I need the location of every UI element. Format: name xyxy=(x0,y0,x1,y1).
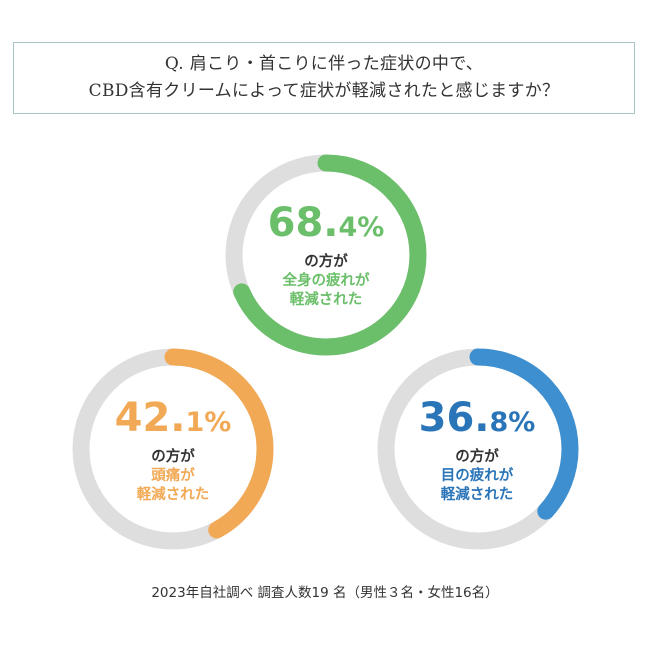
donut-2-text-line-2: 頭痛が xyxy=(151,468,195,484)
question-box: Q. 肩こり・首こりに伴った症状の中で、 CBD含有クリームによって症状が軽減さ… xyxy=(13,42,635,114)
donut-label-1: 68.4% の方が 全身の疲れが 軽減された xyxy=(241,201,411,310)
donut-label-3: 36.8% の方が 目の疲れが 軽減された xyxy=(392,396,562,505)
donut-arc-1 xyxy=(225,154,427,356)
donut-arc-2 xyxy=(72,348,274,550)
donut-label-2: 42.1% の方が 頭痛が 軽減された xyxy=(88,396,258,505)
percent-value-3: 36.8% xyxy=(418,395,536,441)
donut-arc-3 xyxy=(377,348,579,550)
question-line-2: CBD含有クリームによって症状が軽減されたと感じますか？ xyxy=(88,81,560,101)
survey-footnote: 2023年自社調べ 調査人数19 名（男性３名・女性16名） xyxy=(151,585,499,601)
donut-2-text-line-1: の方が xyxy=(151,449,195,465)
donut-1-text-line-1: の方が xyxy=(304,254,348,270)
donut-2-text-line-3: 軽減された xyxy=(136,487,210,503)
percent-value-2: 42.1% xyxy=(114,395,232,441)
donut-3-text-line-3: 軽減された xyxy=(440,487,514,503)
donut-3-text-line-2: 目の疲れが xyxy=(440,468,514,484)
question-line-1: Q. 肩こり・首こりに伴った症状の中で、 xyxy=(164,54,484,74)
donut-1-text-line-3: 軽減された xyxy=(289,292,363,308)
donut-1-text-line-2: 全身の疲れが xyxy=(282,273,370,289)
donut-3-text-line-1: の方が xyxy=(455,449,499,465)
percent-value-1: 68.4% xyxy=(267,200,385,246)
